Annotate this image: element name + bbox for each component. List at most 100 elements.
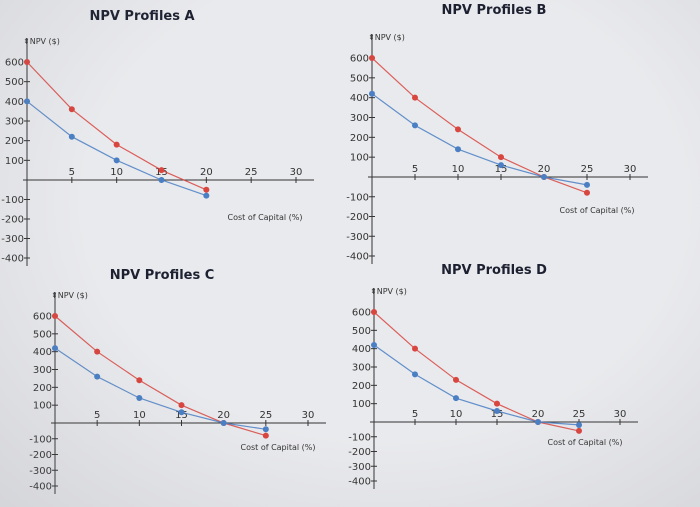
panel-a-series-red-point	[24, 59, 30, 65]
panel-b-series-blue-point	[541, 174, 547, 180]
panel-d-y-tick-label: -400	[348, 477, 371, 488]
panel-c-series-blue-point	[178, 409, 185, 416]
panel-b-series-red-point	[584, 189, 590, 196]
panel-c-x-tick-label: 10	[133, 410, 146, 421]
panel-b-y-tick-label: 400	[350, 93, 369, 104]
panel-d-x-label: Cost of Capital (%)	[547, 438, 622, 447]
panel-a-series-blue-point	[68, 133, 75, 140]
panel-d-x-tick-label: 30	[614, 409, 627, 420]
panel-a-x-label: Cost of Capital (%)	[227, 213, 302, 222]
panel-d-y-tick-label: 100	[352, 399, 371, 410]
panel-b-x-tick-label: 5	[412, 164, 418, 175]
panel-d-y-tick-label: 500	[352, 326, 371, 337]
panel-d-series-red-point	[576, 427, 582, 434]
panel-c-y-tick-label: -100	[29, 434, 52, 445]
panel-d-y-tick-label: -200	[348, 447, 371, 458]
panel-d-x-tick-label: 20	[532, 409, 545, 420]
panel-b-series-red-line	[371, 57, 588, 194]
panel-c-series-blue-line	[54, 347, 266, 430]
panel-d-series-blue-point	[535, 419, 541, 425]
panel-b-series-blue-point	[498, 162, 504, 169]
panel-d-series-blue-point	[371, 342, 377, 348]
panel-b-series-red-point	[498, 154, 504, 161]
panel-a-y-tick-label: 300	[5, 117, 24, 128]
panel-a-series-red-point	[68, 106, 75, 113]
panel-b-y-tick-label: -200	[346, 212, 369, 223]
panel-c-series-red-point	[262, 432, 269, 439]
panel-a-y-tick-label: -200	[1, 215, 24, 226]
panel-d-series-blue-point	[576, 421, 582, 428]
panel-c-y-tick-label: 600	[33, 312, 52, 323]
panel-a-y-tick-label: -100	[1, 195, 24, 206]
panel-d-x-tick-label: 15	[491, 409, 504, 420]
panel-a-series-red-point	[203, 186, 210, 193]
panel-d-x-tick-label: 5	[412, 409, 418, 420]
panel-d-series-red-point	[453, 376, 459, 383]
panel-d-x-tick-label: 10	[450, 409, 463, 420]
panel-a-series-red-point	[158, 167, 165, 174]
panel-a-y-tick-label: 500	[5, 77, 24, 88]
panel-b-title: NPV Profiles B	[442, 3, 547, 18]
panel-b-x-tick-label: 10	[452, 164, 465, 175]
panel-d-y-tick-label: -300	[348, 462, 371, 473]
panel-c-series-red-line	[54, 315, 266, 437]
panel-b-series-blue-point	[584, 181, 590, 188]
panel-b-y-tick-label: 300	[350, 113, 369, 124]
panel-c-x-tick-label: 30	[302, 410, 315, 421]
panel-c-y-tick-label: -200	[29, 450, 52, 461]
panel-c-x-tick-label: 5	[94, 410, 100, 421]
panel-b-series-red-point	[412, 94, 418, 101]
panel-a-series-red-point	[113, 141, 120, 148]
panel-b-x-tick-label: 30	[624, 164, 637, 175]
panel-b-y-tick-label: 200	[350, 133, 369, 144]
panel-a-x-tick-label: 20	[200, 167, 213, 178]
panel-a-y-tick-label: -400	[1, 254, 24, 265]
panel-a-title: NPV Profiles A	[89, 9, 194, 24]
panel-c-y-tick-label: 400	[33, 347, 52, 358]
panel-d-series-blue-point	[412, 371, 418, 378]
panel-c-y-label: ⇞NPV ($)	[51, 291, 88, 300]
panel-d-series-red-line	[373, 311, 580, 432]
panel-c-y-tick-label: 100	[33, 401, 52, 412]
panel-c-y-tick-label: -400	[29, 482, 52, 493]
panel-a-x-tick-label: 30	[290, 167, 303, 178]
panel-a-x-tick-label: 10	[110, 167, 123, 178]
panel-a-x-tick-label: 5	[69, 167, 75, 178]
panel-c-title: NPV Profiles C	[110, 268, 215, 283]
panel-c-series-red-point	[52, 313, 58, 319]
panel-d-series-blue-point	[494, 408, 500, 414]
panel-a-series-blue-point	[203, 192, 210, 199]
panel-b-y-label: ⇞NPV ($)	[368, 33, 405, 42]
panel-d-y-label: ⇞NPV ($)	[370, 287, 407, 296]
panel-a-y-tick-label: 200	[5, 136, 24, 147]
panel-b-x-tick-label: 20	[538, 164, 551, 175]
panel-c-series-blue-point	[262, 426, 269, 433]
panel-a-y-tick-label: 600	[5, 58, 24, 69]
panel-c-x-tick-label: 20	[217, 410, 230, 421]
panel-b-series-blue-point	[369, 90, 375, 97]
panel-d-x-tick-label: 25	[573, 409, 586, 420]
panel-a-y-tick-label: 100	[5, 156, 24, 167]
panel-d-series-red-point	[494, 400, 500, 407]
panel-b-y-tick-label: -300	[346, 232, 369, 243]
panel-c-series-blue-point	[136, 395, 143, 402]
panel-d-y-tick-label: 200	[352, 381, 371, 392]
panel-d-series-blue-line	[373, 344, 580, 426]
panel-b-x-tick-label: 25	[581, 164, 594, 175]
panel-c-series-red-point	[94, 348, 101, 355]
panel-d-y-tick-label: 400	[352, 344, 371, 355]
panel-b-x-tick-label: 15	[495, 164, 508, 175]
panel-c-y-tick-label: 200	[33, 383, 52, 394]
panel-d-series-red-point	[412, 345, 418, 352]
panel-d-series-blue-point	[453, 395, 459, 402]
panel-c-series-blue-point	[94, 373, 101, 380]
panel-d-series-red-point	[371, 309, 377, 315]
panel-b-series-blue-line	[371, 93, 588, 186]
panel-b-y-tick-label: -100	[346, 192, 369, 203]
panel-c-x-tick-label: 25	[259, 410, 272, 421]
panel-b-x-label: Cost of Capital (%)	[559, 206, 634, 215]
panel-b-series-blue-point	[455, 146, 461, 153]
panel-b-series-blue-point	[412, 122, 418, 129]
panel-a-series-blue-point	[113, 157, 120, 164]
